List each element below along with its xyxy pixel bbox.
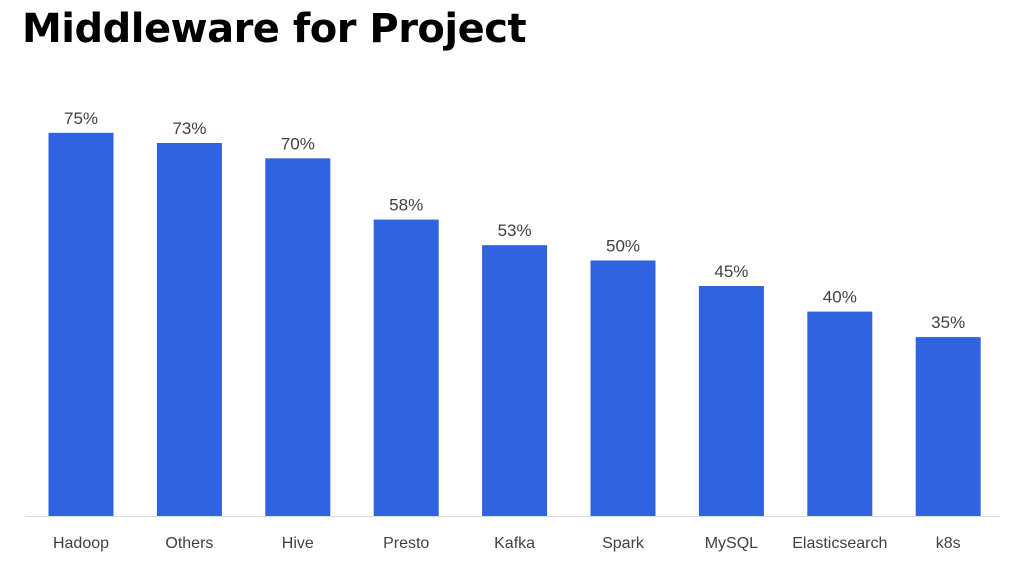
bar-hadoop bbox=[48, 132, 114, 517]
chart-title: Middleware for Project bbox=[22, 6, 527, 52]
x-tick-labels-group: Hadoop Others Hive Presto Kafka Spark MySQL Ela… bbox=[53, 535, 961, 552]
data-label-elasticsearch: 40% bbox=[823, 288, 857, 307]
x-tick-label-others: Others bbox=[165, 535, 213, 552]
x-tick-label-presto: Presto bbox=[383, 535, 429, 552]
data-labels-group: 75% 73% 70% 58% 53% 50% 45% 40% 35% bbox=[64, 109, 965, 332]
x-tick-label-kafka: Kafka bbox=[494, 535, 535, 552]
bar-spark bbox=[590, 260, 656, 516]
data-label-hadoop: 75% bbox=[64, 109, 98, 128]
data-label-others: 73% bbox=[172, 119, 206, 138]
x-tick-label-mysql: MySQL bbox=[705, 535, 758, 552]
data-label-presto: 58% bbox=[389, 196, 423, 215]
bar-hive bbox=[265, 158, 331, 517]
bar-mysql bbox=[698, 286, 764, 516]
bar-kafka bbox=[482, 245, 548, 516]
bar-k8s bbox=[915, 337, 981, 516]
x-tick-label-spark: Spark bbox=[602, 535, 645, 552]
data-label-mysql: 45% bbox=[714, 262, 748, 281]
x-tick-label-k8s: k8s bbox=[936, 535, 961, 552]
x-tick-label-elasticsearch: Elasticsearch bbox=[792, 535, 887, 552]
data-label-spark: 50% bbox=[606, 237, 640, 256]
bars-group bbox=[48, 132, 981, 517]
x-tick-label-hive: Hive bbox=[282, 535, 314, 552]
data-label-hive: 70% bbox=[281, 134, 315, 153]
bar-others bbox=[156, 143, 222, 516]
x-tick-label-hadoop: Hadoop bbox=[53, 535, 109, 552]
data-label-k8s: 35% bbox=[931, 313, 965, 332]
bar-presto bbox=[373, 219, 439, 516]
bar-elasticsearch bbox=[807, 311, 873, 516]
data-label-kafka: 53% bbox=[498, 221, 532, 240]
